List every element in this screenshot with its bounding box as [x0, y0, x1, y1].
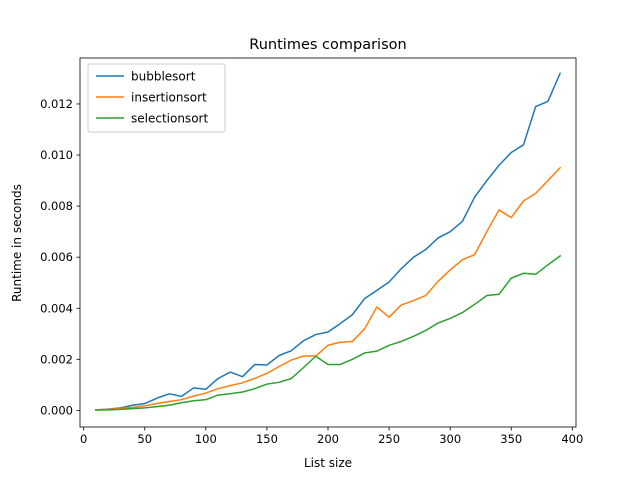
legend-label-bubblesort: bubblesort: [131, 70, 196, 84]
x-axis: 0 50 100 150 200 250 300 350 400: [80, 427, 583, 446]
y-tick-label: 0.012: [40, 97, 73, 111]
legend-box: [87, 63, 226, 133]
x-tick-label: 200: [317, 432, 339, 446]
x-tick-label: 300: [439, 432, 461, 446]
x-tick-label: 50: [137, 432, 152, 446]
y-tick-label: 0.000: [40, 403, 73, 417]
x-axis-label: List size: [304, 456, 352, 470]
y-tick-label: 0.002: [40, 352, 73, 366]
y-tick-label: 0.004: [40, 301, 73, 315]
y-axis-label: Runtime in seconds: [10, 184, 24, 302]
x-tick-label: 250: [378, 432, 400, 446]
chart-title: Runtimes comparison: [249, 37, 406, 53]
y-tick-label: 0.006: [40, 250, 73, 264]
y-axis: 0.000 0.002 0.004 0.006 0.008 0.010 0.012: [40, 97, 80, 417]
legend: bubblesort insertionsort selectionsort: [87, 63, 226, 133]
series-line-bubblesort: [95, 72, 562, 411]
x-tick-label: 0: [80, 432, 87, 446]
legend-label-insertionsort: insertionsort: [131, 91, 207, 105]
x-tick-label: 100: [195, 432, 217, 446]
series-line-insertionsort: [95, 166, 562, 411]
y-tick-label: 0.010: [40, 148, 73, 162]
y-tick-label: 0.008: [40, 199, 73, 213]
plot-area: [79, 57, 577, 428]
x-tick-label: 150: [256, 432, 278, 446]
series-line-selectionsort: [95, 254, 562, 411]
x-tick-label: 400: [561, 432, 583, 446]
legend-label-selectionsort: selectionsort: [131, 112, 208, 126]
x-tick-label: 350: [500, 432, 522, 446]
